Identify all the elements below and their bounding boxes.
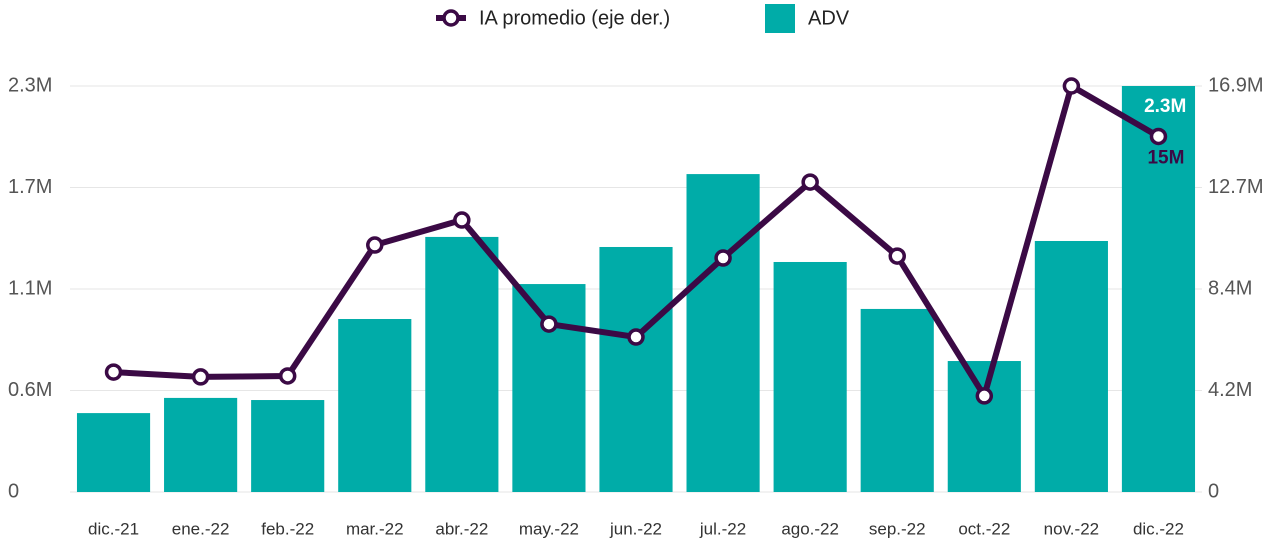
line-marker [366, 236, 384, 254]
bar [338, 319, 412, 492]
bar [860, 308, 934, 492]
x-tick-label: dic.-21 [88, 519, 139, 538]
line-marker [278, 367, 297, 385]
x-tick-label: mar.-22 [346, 519, 404, 538]
y2-tick-label: 4.2M [1208, 379, 1252, 401]
bar [76, 413, 151, 492]
line-marker [627, 328, 645, 346]
line-marker [191, 368, 210, 386]
x-tick-label: abr.-22 [435, 519, 488, 538]
line-marker [1149, 127, 1168, 146]
bar [947, 361, 1021, 492]
y2-tick-label: 12.7M [1208, 176, 1264, 198]
y-tick-label: 2.3M [8, 74, 52, 96]
bar [164, 397, 238, 492]
x-tick-label: sep.-22 [869, 519, 926, 538]
y-tick-label: 1.1M [8, 277, 52, 299]
y2-tick-label: 0 [1208, 480, 1219, 502]
y-tick-label: 0 [8, 480, 19, 502]
bar [1034, 240, 1108, 492]
bar [1121, 86, 1196, 492]
bar [251, 400, 325, 492]
line-marker [1062, 77, 1081, 95]
line-value-label: 15M [1147, 147, 1184, 168]
line-marker [714, 249, 732, 267]
y2-tick-label: 16.9M [1208, 74, 1264, 96]
bar [686, 174, 760, 492]
x-tick-label: ago.-22 [781, 519, 839, 538]
x-tick-label: ene.-22 [172, 519, 230, 538]
legend-label: IA promedio (eje der.) [479, 7, 670, 29]
bar-value-label: 2.3M [1144, 96, 1186, 117]
line-marker [453, 211, 471, 229]
y-tick-label: 0.6M [8, 379, 52, 401]
legend-swatch [765, 4, 795, 33]
y-tick-label: 1.7M [8, 176, 52, 198]
x-tick-label: feb.-22 [261, 519, 314, 538]
x-tick-label: oct.-22 [958, 519, 1010, 538]
y2-tick-label: 8.4M [1208, 277, 1252, 299]
x-tick-label: may.-22 [519, 519, 579, 538]
x-tick-label: nov.-22 [1044, 519, 1099, 538]
legend-label: ADV [808, 7, 850, 29]
bar [425, 236, 499, 492]
legend-marker [442, 9, 460, 27]
x-tick-label: dic.-22 [1133, 519, 1184, 538]
line-marker [975, 387, 994, 405]
line-marker [540, 315, 558, 333]
x-tick-label: jul.-22 [699, 519, 746, 538]
bar [599, 246, 673, 492]
line-marker [888, 247, 906, 265]
line-marker [104, 363, 123, 381]
line-marker [801, 173, 819, 191]
x-tick-label: jun.-22 [609, 519, 662, 538]
bar [773, 261, 847, 492]
bar [512, 284, 586, 492]
